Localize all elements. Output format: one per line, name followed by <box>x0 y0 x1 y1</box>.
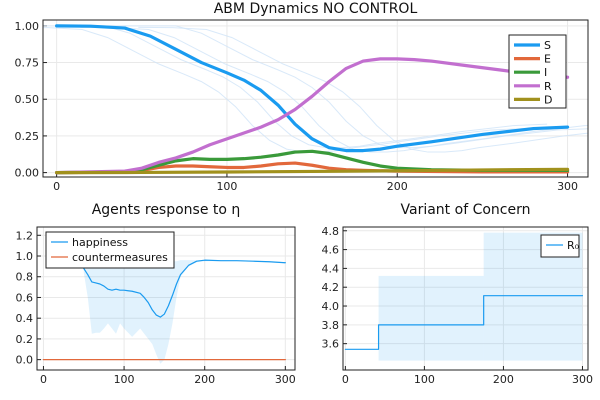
series-line-r <box>55 57 570 175</box>
y-tick-label: 1.2 <box>16 229 34 242</box>
agents-response-chart: Agents response to η 0 100 200 300 0.0 0.2 0.4 0… <box>16 202 296 386</box>
legend-label: countermeasures <box>72 251 168 264</box>
y-tick-label: 4.8 <box>322 225 340 238</box>
legend-label: I <box>544 66 547 79</box>
series-line-d <box>55 167 570 175</box>
legend-label: R₀ <box>567 239 580 252</box>
y-tick-label: 0.2 <box>16 333 34 346</box>
y-tick-label: 4.6 <box>322 244 340 257</box>
chart-title: Variant of Concern <box>401 202 531 218</box>
series-line-happiness <box>83 259 286 318</box>
y-tick-label: 0.50 <box>15 93 40 106</box>
chart-title: Agents response to η <box>92 202 241 218</box>
abm-dynamics-chart: ABM Dynamics NO CONTROL 0 100 200 300 0.00 0.2… <box>15 1 589 193</box>
x-tick-label: 100 <box>414 373 435 386</box>
legend: happiness countermeasures <box>45 231 175 269</box>
legend-label: S <box>544 39 551 52</box>
legend-label: E <box>544 53 551 66</box>
legend-label: R <box>544 80 552 93</box>
axes-frame <box>342 226 589 371</box>
y-tick-label: 1.0 <box>16 250 34 263</box>
y-tick-label: 4.4 <box>322 262 340 275</box>
confidence-band <box>378 275 484 361</box>
y-tick-label: 4.2 <box>322 281 340 294</box>
y-tick-label: 3.8 <box>322 319 340 332</box>
confidence-band <box>83 260 286 364</box>
series-line-i <box>55 149 570 175</box>
x-tick-label: 0 <box>342 373 349 386</box>
x-tick-label: 300 <box>557 180 578 193</box>
y-tick-label: 3.6 <box>322 338 340 351</box>
legend: R₀ <box>540 234 580 258</box>
x-tick-label: 300 <box>275 373 296 386</box>
sample-trajectory-line <box>80 26 588 153</box>
chart-title: ABM Dynamics NO CONTROL <box>214 1 418 17</box>
series-line-r0 <box>344 295 584 350</box>
series-line-s <box>55 24 570 153</box>
sample-trajectory-line <box>43 25 548 149</box>
y-tick-label: 4.0 <box>322 300 340 313</box>
variant-of-concern-chart: Variant of Concern 0 100 200 300 3.6 3.8 4.0 4.2… <box>322 202 593 386</box>
sample-trajectory-line <box>43 27 526 153</box>
x-tick-label: 0 <box>40 373 47 386</box>
sample-trajectory-line <box>138 26 588 153</box>
legend-box <box>45 231 175 269</box>
y-tick-label: 0.8 <box>16 271 34 284</box>
plot-area <box>43 24 588 175</box>
x-tick-label: 100 <box>216 180 237 193</box>
sample-trajectory-line <box>107 25 588 149</box>
y-tick-label: 0.0 <box>16 354 34 367</box>
x-tick-label: 0 <box>53 180 60 193</box>
axes-frame <box>36 226 296 371</box>
y-tick-label: 1.00 <box>15 20 40 33</box>
y-tick-label: 0.4 <box>16 312 34 325</box>
x-tick-label: 200 <box>387 180 408 193</box>
legend-label: happiness <box>72 236 128 249</box>
x-tick-label: 200 <box>194 373 215 386</box>
plot-area <box>42 259 286 364</box>
axes-frame <box>42 19 589 178</box>
y-tick-label: 0.00 <box>15 167 40 180</box>
y-tick-label: 0.75 <box>15 57 40 70</box>
x-tick-label: 200 <box>493 373 514 386</box>
legend-box <box>540 234 580 258</box>
x-tick-label: 100 <box>114 373 135 386</box>
y-tick-label: 0.25 <box>15 130 40 143</box>
y-tick-label: 0.6 <box>16 291 34 304</box>
legend-label: D <box>544 93 552 106</box>
x-tick-label: 300 <box>572 373 593 386</box>
